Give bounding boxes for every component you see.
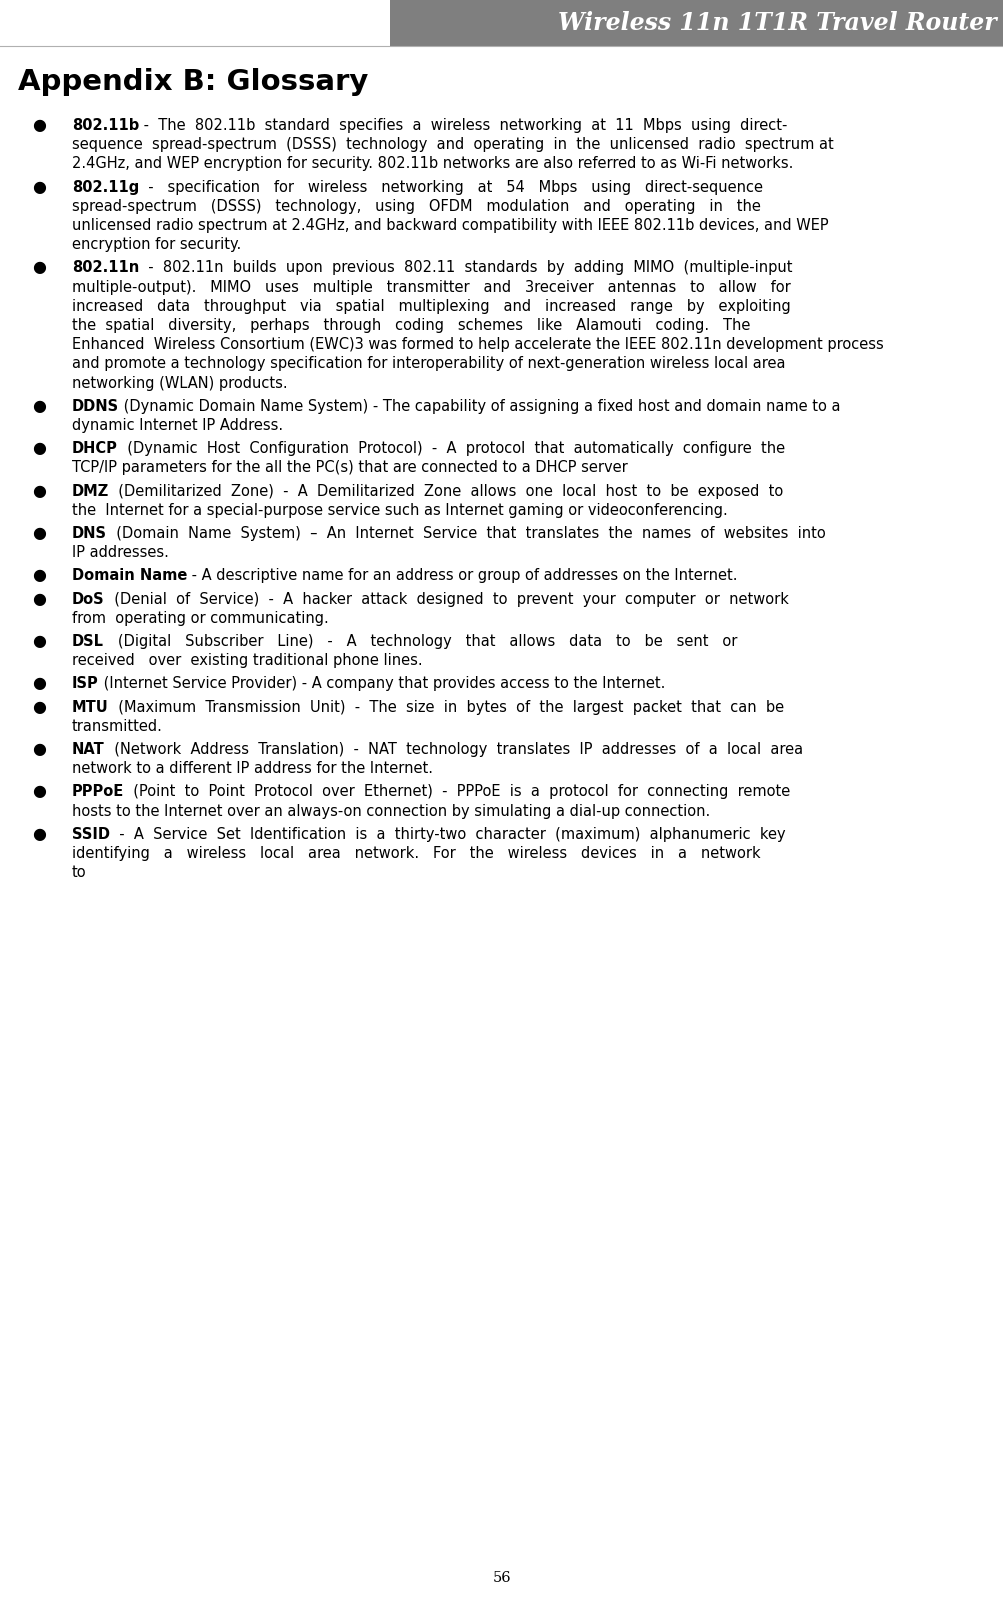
- Text: DSL: DSL: [72, 634, 104, 648]
- Text: 802.11n: 802.11n: [72, 261, 139, 275]
- Text: encryption for security.: encryption for security.: [72, 237, 241, 253]
- Text: DDNS: DDNS: [72, 399, 119, 413]
- Text: unlicensed radio spectrum at 2.4GHz, and backward compatibility with IEEE 802.11: unlicensed radio spectrum at 2.4GHz, and…: [72, 218, 827, 234]
- Text: ●: ●: [32, 399, 46, 413]
- Text: 2.4GHz, and WEP encryption for security. 802.11b networks are also referred to a: 2.4GHz, and WEP encryption for security.…: [72, 157, 792, 171]
- Text: ●: ●: [32, 784, 46, 799]
- Text: multiple-output).   MIMO   uses   multiple   transmitter   and   3receiver   ant: multiple-output). MIMO uses multiple tra…: [72, 280, 790, 295]
- Text: (Internet Service Provider) - A company that provides access to the Internet.: (Internet Service Provider) - A company …: [98, 676, 664, 692]
- Bar: [389, 0, 1003, 46]
- Text: to: to: [72, 865, 86, 881]
- Text: the  Internet for a special-purpose service such as Internet gaming or videoconf: the Internet for a special-purpose servi…: [72, 503, 727, 517]
- Text: (Domain  Name  System)  –  An  Internet  Service  that  translates  the  names  : (Domain Name System) – An Internet Servi…: [107, 527, 824, 541]
- Text: PPPoE: PPPoE: [72, 784, 124, 799]
- Text: ●: ●: [32, 826, 46, 842]
- Text: received   over  existing traditional phone lines.: received over existing traditional phone…: [72, 653, 422, 668]
- Text: (Point  to  Point  Protocol  over  Ethernet)  -  PPPoE  is  a  protocol  for  co: (Point to Point Protocol over Ethernet) …: [124, 784, 789, 799]
- Text: spread-spectrum   (DSSS)   technology,   using   OFDM   modulation   and   opera: spread-spectrum (DSSS) technology, using…: [72, 199, 760, 215]
- Text: - A descriptive name for an address or group of addresses on the Internet.: - A descriptive name for an address or g…: [188, 568, 737, 583]
- Text: Wireless 11n 1T1R Travel Router: Wireless 11n 1T1R Travel Router: [558, 11, 996, 35]
- Text: ●: ●: [32, 676, 46, 692]
- Text: ●: ●: [32, 568, 46, 583]
- Text: 802.11b: 802.11b: [72, 118, 139, 133]
- Text: 56: 56: [492, 1571, 511, 1585]
- Text: network to a different IP address for the Internet.: network to a different IP address for th…: [72, 760, 432, 776]
- Text: ●: ●: [32, 634, 46, 648]
- Text: ●: ●: [32, 741, 46, 757]
- Text: -  A  Service  Set  Identification  is  a  thirty-two  character  (maximum)  alp: - A Service Set Identification is a thir…: [110, 826, 784, 842]
- Text: and promote a technology specification for interoperability of next-generation w: and promote a technology specification f…: [72, 357, 784, 371]
- Text: SSID: SSID: [72, 826, 110, 842]
- Text: dynamic Internet IP Address.: dynamic Internet IP Address.: [72, 418, 283, 432]
- Text: ●: ●: [32, 442, 46, 456]
- Text: ●: ●: [32, 484, 46, 498]
- Text: DoS: DoS: [72, 592, 104, 607]
- Text: IP addresses.: IP addresses.: [72, 546, 169, 560]
- Text: (Network  Address  Translation)  -  NAT  technology  translates  IP  addresses  : (Network Address Translation) - NAT tech…: [104, 741, 802, 757]
- Text: (Digital   Subscriber   Line)   -   A   technology   that   allows   data   to  : (Digital Subscriber Line) - A technology…: [104, 634, 736, 648]
- Text: -  The  802.11b  standard  specifies  a  wireless  networking  at  11  Mbps  usi: - The 802.11b standard specifies a wirel…: [139, 118, 786, 133]
- Text: ISP: ISP: [72, 676, 98, 692]
- Text: NAT: NAT: [72, 741, 104, 757]
- Text: ●: ●: [32, 118, 46, 133]
- Text: Appendix B: Glossary: Appendix B: Glossary: [18, 67, 368, 96]
- Text: ●: ●: [32, 527, 46, 541]
- Text: DNS: DNS: [72, 527, 107, 541]
- Text: 802.11g: 802.11g: [72, 179, 139, 195]
- Text: ●: ●: [32, 592, 46, 607]
- Text: the  spatial   diversity,   perhaps   through   coding   schemes   like   Alamou: the spatial diversity, perhaps through c…: [72, 319, 749, 333]
- Text: ●: ●: [32, 179, 46, 195]
- Text: MTU: MTU: [72, 700, 108, 714]
- Text: ●: ●: [32, 700, 46, 714]
- Text: (Dynamic  Host  Configuration  Protocol)  -  A  protocol  that  automatically  c: (Dynamic Host Configuration Protocol) - …: [117, 442, 784, 456]
- Text: hosts to the Internet over an always-on connection by simulating a dial-up conne: hosts to the Internet over an always-on …: [72, 804, 709, 818]
- Text: (Denial  of  Service)  -  A  hacker  attack  designed  to  prevent  your  comput: (Denial of Service) - A hacker attack de…: [104, 592, 787, 607]
- Text: -   specification   for   wireless   networking   at   54   Mbps   using   direc: - specification for wireless networking …: [139, 179, 762, 195]
- Text: Domain Name: Domain Name: [72, 568, 188, 583]
- Text: DHCP: DHCP: [72, 442, 117, 456]
- Text: identifying   a   wireless   local   area   network.   For   the   wireless   de: identifying a wireless local area networ…: [72, 845, 760, 861]
- Text: transmitted.: transmitted.: [72, 719, 162, 733]
- Text: TCP/IP parameters for the all the PC(s) that are connected to a DHCP server: TCP/IP parameters for the all the PC(s) …: [72, 461, 627, 475]
- Text: sequence  spread-spectrum  (DSSS)  technology  and  operating  in  the  unlicens: sequence spread-spectrum (DSSS) technolo…: [72, 138, 832, 152]
- Text: (Dynamic Domain Name System) - The capability of assigning a fixed host and doma: (Dynamic Domain Name System) - The capab…: [119, 399, 840, 413]
- Text: DMZ: DMZ: [72, 484, 109, 498]
- Text: Enhanced  Wireless Consortium (EWC)3 was formed to help accelerate the IEEE 802.: Enhanced Wireless Consortium (EWC)3 was …: [72, 338, 883, 352]
- Text: -  802.11n  builds  upon  previous  802.11  standards  by  adding  MIMO  (multip: - 802.11n builds upon previous 802.11 st…: [139, 261, 792, 275]
- Text: increased   data   throughput   via   spatial   multiplexing   and   increased  : increased data throughput via spatial mu…: [72, 299, 790, 314]
- Text: ●: ●: [32, 261, 46, 275]
- Text: networking (WLAN) products.: networking (WLAN) products.: [72, 376, 287, 391]
- Text: from  operating or communicating.: from operating or communicating.: [72, 612, 328, 626]
- Text: (Demilitarized  Zone)  -  A  Demilitarized  Zone  allows  one  local  host  to  : (Demilitarized Zone) - A Demilitarized Z…: [109, 484, 782, 498]
- Text: (Maximum  Transmission  Unit)  -  The  size  in  bytes  of  the  largest  packet: (Maximum Transmission Unit) - The size i…: [108, 700, 783, 714]
